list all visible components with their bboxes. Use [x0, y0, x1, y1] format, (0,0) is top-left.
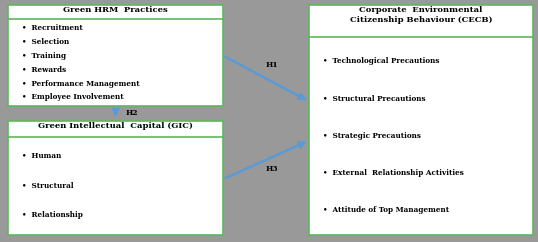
Text: •  Human: • Human: [22, 152, 61, 160]
Text: •  External  Relationship Activities: • External Relationship Activities: [323, 169, 464, 177]
Text: Corporate  Environmental
Citizenship Behaviour (CECB): Corporate Environmental Citizenship Beha…: [350, 6, 492, 24]
Text: H3: H3: [265, 165, 278, 174]
Text: H1: H1: [265, 61, 278, 69]
Text: •  Employee Involvement: • Employee Involvement: [22, 93, 123, 101]
Text: •  Structural: • Structural: [22, 182, 73, 190]
Text: •  Selection: • Selection: [22, 38, 69, 46]
Text: •  Relationship: • Relationship: [22, 212, 82, 219]
Text: Green Intellectual  Capital (GIC): Green Intellectual Capital (GIC): [38, 122, 193, 130]
Text: Green HRM  Practices: Green HRM Practices: [63, 6, 168, 14]
Text: H2: H2: [125, 108, 138, 117]
Text: •  Training: • Training: [22, 52, 66, 60]
Text: •  Attitude of Top Management: • Attitude of Top Management: [323, 206, 449, 214]
Text: •  Technological Precautions: • Technological Precautions: [323, 57, 439, 65]
FancyBboxPatch shape: [309, 5, 533, 235]
Text: •  Strategic Precautions: • Strategic Precautions: [323, 132, 421, 140]
Text: •  Structural Precautions: • Structural Precautions: [323, 95, 426, 103]
Text: •  Recruitment: • Recruitment: [22, 24, 82, 32]
Text: •  Rewards: • Rewards: [22, 66, 66, 74]
FancyBboxPatch shape: [8, 121, 223, 235]
Text: •  Performance Management: • Performance Management: [22, 80, 139, 88]
FancyBboxPatch shape: [8, 5, 223, 106]
